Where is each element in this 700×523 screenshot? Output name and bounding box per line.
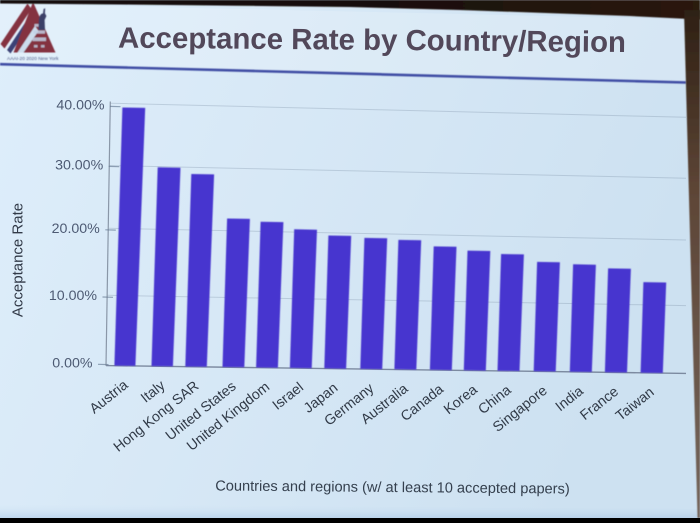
svg-text:30.00%: 30.00% xyxy=(55,157,104,173)
svg-text:AAAI-20 2020 New York: AAAI-20 2020 New York xyxy=(7,56,59,62)
svg-text:Acceptance Rate by Country/Reg: Acceptance Rate by Country/Region xyxy=(118,22,626,59)
svg-text:10.00%: 10.00% xyxy=(49,288,98,304)
svg-text:Acceptance Rate: Acceptance Rate xyxy=(10,203,27,317)
svg-text:40.00%: 40.00% xyxy=(56,97,105,113)
svg-text:20.00%: 20.00% xyxy=(52,221,101,237)
svg-text:Countries and regions (w/ at l: Countries and regions (w/ at least 10 ac… xyxy=(215,478,570,497)
svg-text:0.00%: 0.00% xyxy=(52,355,93,371)
